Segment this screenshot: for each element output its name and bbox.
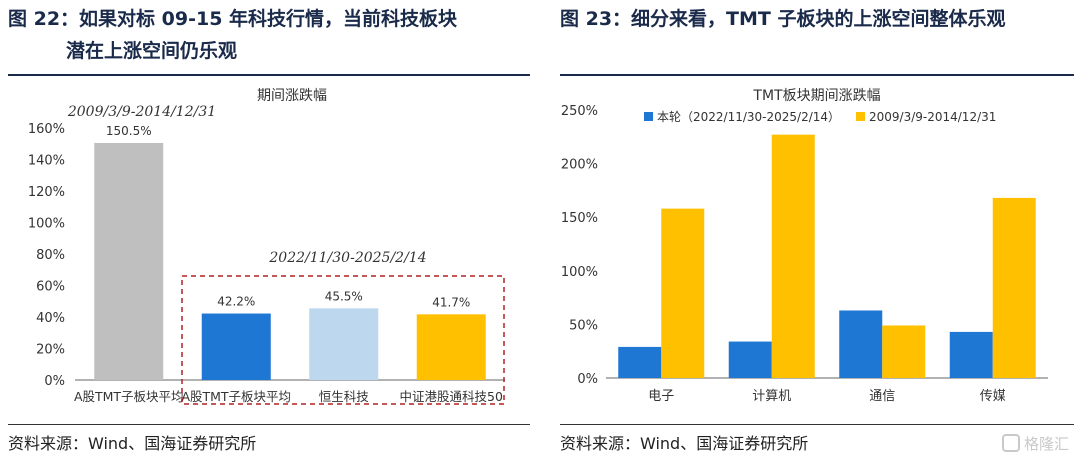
right-bars — [618, 134, 1036, 378]
left-source-text: 资料来源：Wind、国海证券研究所 — [8, 434, 257, 453]
right-title-rule — [560, 74, 1074, 76]
right-figure-title: 图 23：细分来看，TMT 子板块的上涨空间整体乐观 — [560, 8, 1006, 30]
left-annotation-period-2: 2022/11/30-2025/2/14 — [268, 250, 426, 266]
watermark-logo-icon — [1002, 434, 1020, 452]
left-y-axis: 0% 20% 40% 60% 80% 100% 120% 140% 160% — [28, 122, 65, 389]
left-y-tick-label: 140% — [28, 154, 65, 169]
left-bar — [94, 142, 164, 380]
left-bar-value-label: 41.7% — [432, 295, 470, 309]
left-bar-value-label: 45.5% — [325, 289, 363, 303]
right-y-tick-label: 100% — [561, 265, 598, 280]
right-source-text: 资料来源：Wind、国海证券研究所 — [560, 434, 809, 453]
left-figure-title-line1: 图 22：如果对标 09-15 年科技行情，当前科技板块 — [8, 8, 458, 30]
right-legend: 本轮（2022/11/30-2025/2/14） 2009/3/9-2014/1… — [644, 110, 996, 124]
right-chart: TMT板块期间涨跌幅 本轮（2022/11/30-2025/2/14） 2009… — [561, 88, 1048, 404]
left-y-tick-label: 160% — [28, 122, 65, 137]
left-bar-value-label: 42.2% — [217, 295, 255, 309]
right-bar — [882, 325, 926, 378]
right-bar — [949, 331, 993, 378]
left-annotation-period-1: 2009/3/9-2014/12/31 — [67, 104, 216, 120]
right-bar — [992, 197, 1036, 378]
watermark-text: 格隆汇 — [1024, 434, 1070, 453]
legend-swatch-series-1 — [644, 112, 653, 121]
right-y-tick-label: 250% — [561, 104, 598, 119]
right-y-tick-label: 50% — [569, 318, 598, 333]
left-category-label: A股TMT子板块平均 — [74, 389, 184, 404]
watermark: 格隆汇 — [1002, 432, 1069, 454]
left-bars: 150.5% 42.2% 45.5% 41.7% — [94, 124, 486, 380]
right-bar — [661, 208, 705, 378]
legend-swatch-series-2 — [856, 112, 865, 121]
right-chart-title: TMT板块期间涨跌幅 — [752, 88, 880, 104]
right-bar — [728, 341, 772, 378]
left-bar — [416, 314, 486, 380]
left-chart: 期间涨跌幅 0% 20% 40% 60% 80% 100% 120% 140% 160% 150… — [28, 88, 505, 405]
left-y-tick-label: 20% — [36, 343, 65, 358]
left-bar-value-label: 150.5% — [106, 124, 152, 138]
right-category-label: 电子 — [648, 389, 674, 404]
right-y-tick-label: 200% — [561, 158, 598, 173]
left-chart-title: 期间涨跌幅 — [257, 88, 327, 104]
left-title-rule — [8, 74, 530, 76]
left-source-rule — [8, 424, 530, 425]
right-bar — [839, 310, 883, 378]
right-bar — [771, 134, 815, 378]
right-category-label: 传媒 — [980, 389, 1006, 404]
right-category-labels: 电子 计算机 通信 传媒 — [648, 389, 1006, 404]
left-y-tick-label: 0% — [44, 374, 65, 389]
left-bar — [201, 313, 271, 380]
right-source-rule — [560, 424, 1074, 425]
right-category-label: 计算机 — [752, 389, 791, 404]
left-y-tick-label: 40% — [36, 311, 65, 326]
legend-label-series-2: 2009/3/9-2014/12/31 — [869, 110, 996, 124]
left-figure-title-line2: 潜在上涨空间仍乐观 — [66, 40, 238, 62]
left-category-label: A股TMT子板块平均 — [181, 389, 291, 404]
left-category-label: 恒生科技 — [319, 389, 370, 404]
right-y-tick-label: 150% — [561, 211, 598, 226]
left-y-tick-label: 100% — [28, 217, 65, 232]
left-y-tick-label: 120% — [28, 185, 65, 200]
legend-label-series-1: 本轮（2022/11/30-2025/2/14） — [657, 110, 840, 124]
right-category-label: 通信 — [869, 389, 895, 404]
right-bar — [618, 346, 662, 378]
right-y-tick-label: 0% — [577, 372, 598, 387]
left-y-tick-label: 60% — [36, 280, 65, 295]
left-y-tick-label: 80% — [36, 248, 65, 263]
left-category-label: 中证港股通科技50 — [400, 389, 503, 404]
right-y-axis: 0% 50% 100% 150% 200% 250% — [561, 104, 598, 387]
left-bar — [309, 308, 379, 380]
